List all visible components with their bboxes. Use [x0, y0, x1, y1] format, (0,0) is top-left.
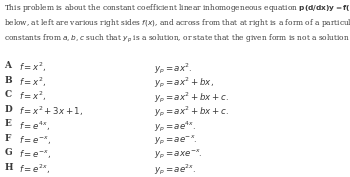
- Text: F: F: [4, 134, 10, 143]
- Text: D: D: [4, 105, 12, 114]
- Text: $y_p = ax^2 + bx,$: $y_p = ax^2 + bx,$: [154, 76, 214, 90]
- Text: $f = x^2 + 3x + 1,$: $f = x^2 + 3x + 1,$: [19, 105, 84, 118]
- Text: $f = x^2,$: $f = x^2,$: [19, 61, 46, 75]
- Text: H: H: [4, 163, 13, 172]
- Text: $f = e^{2x},$: $f = e^{2x},$: [19, 163, 50, 176]
- Text: $y_p = ae^{-x}.$: $y_p = ae^{-x}.$: [154, 134, 197, 147]
- Text: $y_p = ax^2 + bx + c.$: $y_p = ax^2 + bx + c.$: [154, 90, 229, 105]
- Text: G: G: [4, 148, 12, 157]
- Text: constants from $a, b, c$ such that $y_p$ is a solution, or state that the given : constants from $a, b, c$ such that $y_p$…: [4, 33, 350, 45]
- Text: E: E: [4, 119, 11, 128]
- Text: $f = e^{-x},$: $f = e^{-x},$: [19, 134, 51, 146]
- Text: $f = x^2,$: $f = x^2,$: [19, 90, 46, 104]
- Text: B: B: [4, 76, 12, 85]
- Text: This problem is about the constant coefficient linear inhomogeneous equation $\m: This problem is about the constant coeff…: [4, 3, 350, 16]
- Text: $y_p = ae^{2x}.$: $y_p = ae^{2x}.$: [154, 163, 196, 177]
- Text: $f = e^{4x},$: $f = e^{4x},$: [19, 119, 50, 133]
- Text: A: A: [4, 61, 11, 70]
- Text: $y_p = ae^{4x}.$: $y_p = ae^{4x}.$: [154, 119, 196, 134]
- Text: C: C: [4, 90, 11, 99]
- Text: $f = e^{-x},$: $f = e^{-x},$: [19, 148, 51, 160]
- Text: $y_p = ax^2.$: $y_p = ax^2.$: [154, 61, 192, 76]
- Text: below, at left are various right sides $f(x)$, and across from that at right is : below, at left are various right sides $…: [4, 18, 350, 30]
- Text: $y_p = axe^{-x}.$: $y_p = axe^{-x}.$: [154, 148, 203, 161]
- Text: $y_p = ax^2 + bx + c.$: $y_p = ax^2 + bx + c.$: [154, 105, 229, 119]
- Text: $f = x^2,$: $f = x^2,$: [19, 76, 46, 89]
